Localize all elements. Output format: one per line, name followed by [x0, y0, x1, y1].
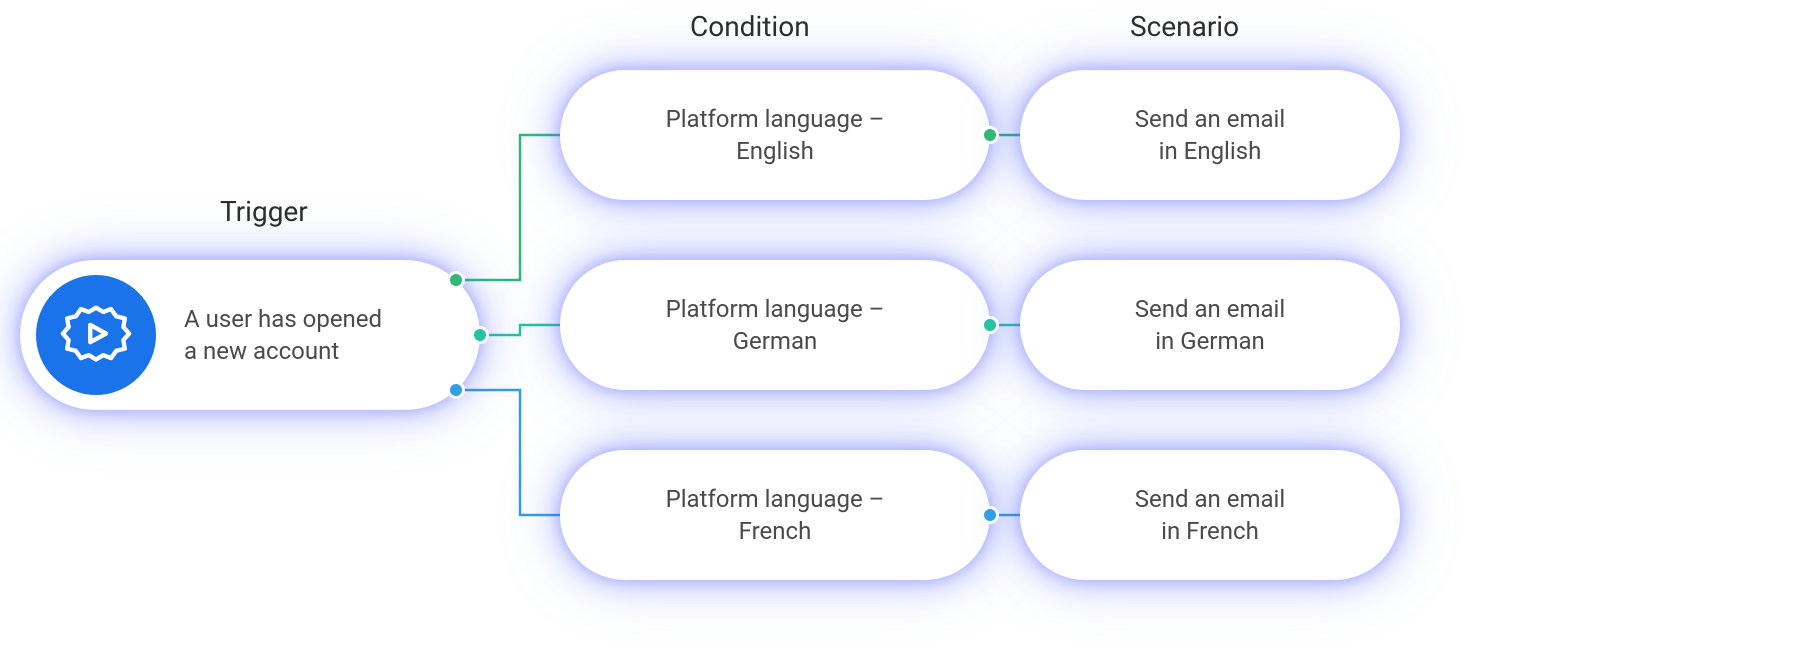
condition-line1: Platform language – [666, 293, 885, 325]
gear-play-icon [36, 275, 156, 395]
trigger-dot-english [447, 271, 465, 289]
condition-line1: Platform language – [666, 483, 885, 515]
trigger-dot-french [447, 381, 465, 399]
trigger-text-line2: a new account [184, 335, 382, 367]
condition-node-english: Platform language – English [560, 70, 990, 200]
condition-line2: English [666, 135, 885, 167]
trigger-node: A user has opened a new account [20, 260, 480, 410]
scenario-line1: Send an email [1135, 103, 1285, 135]
column-header-scenario: Scenario [1130, 10, 1239, 43]
scenario-line2: in French [1135, 515, 1285, 547]
condition-dot-german [981, 316, 999, 334]
condition-dot-english [981, 126, 999, 144]
condition-line2: French [666, 515, 885, 547]
condition-line2: German [666, 325, 885, 357]
scenario-line2: in German [1135, 325, 1285, 357]
trigger-text-line1: A user has opened [184, 303, 382, 335]
trigger-text: A user has opened a new account [184, 303, 382, 368]
condition-line1: Platform language – [666, 103, 885, 135]
scenario-line2: in English [1135, 135, 1285, 167]
scenario-node-french: Send an email in French [1020, 450, 1400, 580]
condition-node-french: Platform language – French [560, 450, 990, 580]
scenario-node-english: Send an email in English [1020, 70, 1400, 200]
scenario-line1: Send an email [1135, 293, 1285, 325]
condition-dot-french [981, 506, 999, 524]
flow-diagram: Trigger Condition Scenario A user has op… [0, 0, 1800, 660]
column-header-trigger: Trigger [220, 195, 308, 228]
scenario-line1: Send an email [1135, 483, 1285, 515]
trigger-dot-german [471, 326, 489, 344]
condition-node-german: Platform language – German [560, 260, 990, 390]
column-header-condition: Condition [690, 10, 810, 43]
scenario-node-german: Send an email in German [1020, 260, 1400, 390]
